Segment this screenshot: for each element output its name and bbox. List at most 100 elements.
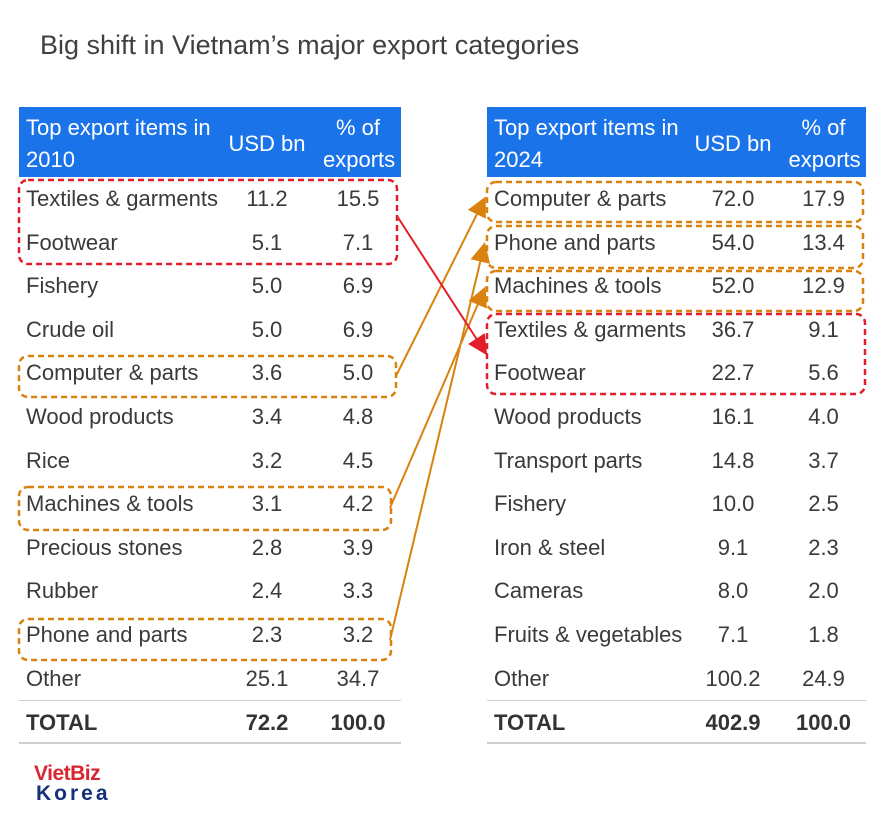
highlight-box-2010-machines [17, 485, 393, 532]
table-row: Fishery 10.0 2.5 [487, 482, 866, 526]
total-pct: 100.0 [330, 710, 386, 736]
item-name: Textiles & garments [26, 186, 218, 211]
usd-value: 10.0 [711, 491, 755, 517]
table-row: Phone and parts 2.3 3.2 [19, 613, 401, 657]
pct-value: 24.9 [802, 665, 845, 691]
pct-value: 3.9 [342, 534, 374, 560]
usd-value: 9.1 [717, 534, 749, 560]
header-pct: % of exports [323, 115, 396, 172]
usd-value: 2.4 [251, 578, 283, 604]
pct-value: 4.8 [342, 403, 374, 429]
vietbiz-korea-logo: VietBiz Korea [34, 762, 144, 806]
usd-value: 5.0 [251, 273, 283, 299]
pct-value: 4.0 [808, 403, 839, 429]
header-pct: % of exports [788, 115, 861, 172]
usd-value: 100.2 [705, 665, 761, 691]
pct-value: 2.0 [808, 578, 839, 604]
usd-value: 11.2 [246, 186, 288, 211]
item-name: Fruits & vegetables [494, 621, 683, 647]
highlight-box-2024-textiles-footwear [485, 312, 867, 396]
item-name: Iron & steel [494, 534, 606, 560]
item-name: Fishery [494, 491, 567, 517]
pct-value: 13.4 [802, 229, 845, 255]
arrow-computer [395, 196, 486, 377]
item-name: Wood products [494, 403, 642, 429]
table-2010: Top export items in 2010 USD bn % of exp… [19, 107, 401, 745]
total-usd: 402.9 [705, 710, 761, 736]
item-name: Rice [26, 447, 71, 473]
total-label: TOTAL [26, 710, 98, 736]
table-row: Fruits & vegetables 7.1 1.8 [487, 613, 866, 657]
table-row: Other 100.2 24.9 [487, 657, 866, 701]
arrow-machines [389, 286, 487, 509]
pct-value: 1.8 [808, 621, 839, 647]
pct-value: 9.1 [808, 316, 839, 342]
item-name: Other [494, 665, 550, 691]
table-header: Top export items in 2024 USD bn % of exp… [487, 107, 866, 177]
item-name: Footwear [494, 360, 586, 386]
usd-value: 2.8 [251, 534, 283, 560]
item-name: Phone and parts [26, 621, 188, 647]
highlight-box-2010-computer [17, 354, 398, 399]
logo-line2: Korea [36, 782, 111, 805]
arrow-textiles [396, 215, 488, 356]
table-row: Iron & steel 9.1 2.3 [487, 526, 866, 570]
table-row: Fishery 5.0 6.9 [19, 264, 401, 308]
total-pct: 100.0 [795, 710, 852, 736]
header-usd: USD bn [228, 131, 306, 156]
highlight-box-2010-textiles-footwear [17, 178, 399, 266]
item-name: Machines & tools [26, 491, 194, 517]
table-row: Phone and parts 54.0 13.4 [487, 221, 866, 265]
table-row: Rice 3.2 4.5 [19, 439, 401, 483]
table-row: Machines & tools 3.1 4.2 [19, 482, 401, 526]
highlight-box-2010-phone [17, 617, 393, 662]
item-name: Phone and parts [494, 229, 656, 255]
usd-value: 8.0 [717, 578, 749, 604]
item-name: Cameras [494, 578, 584, 604]
arrow-phone [389, 242, 491, 641]
pct-value: 2.3 [808, 534, 839, 560]
table-row: Rubber 2.4 3.3 [19, 569, 401, 613]
usd-value: 36.7 [711, 316, 755, 342]
usd-value: 16.1 [711, 403, 755, 429]
logo-line1: VietBiz [34, 762, 101, 785]
usd-value: 5.1 [251, 229, 283, 255]
usd-value: 52.0 [711, 273, 755, 299]
usd-value: 2.3 [251, 621, 283, 647]
usd-value: 3.4 [251, 403, 283, 429]
item-name: Fishery [26, 273, 99, 299]
item-name: Crude oil [26, 316, 115, 342]
pct-value: 34.7 [336, 665, 380, 691]
table-row: Wood products 16.1 4.0 [487, 395, 866, 439]
header-items: Top export items in 2024 [494, 115, 679, 172]
usd-value: 3.2 [251, 447, 283, 473]
highlight-box-2024-phone [485, 224, 865, 270]
table-header: Top export items in 2010 USD bn % of exp… [19, 107, 401, 177]
pct-value: 7.1 [342, 229, 374, 255]
header-usd: USD bn [694, 131, 772, 156]
usd-value: 7.1 [717, 621, 749, 647]
pct-value: 6.9 [342, 316, 374, 342]
table-row: Wood products 3.4 4.8 [19, 395, 401, 439]
table-row: Machines & tools 52.0 12.9 [487, 264, 866, 308]
pct-value: 12.9 [802, 273, 845, 299]
table-row: Computer & parts 3.6 5.0 [19, 351, 401, 395]
pct-value: 2.5 [808, 491, 839, 517]
pct-value: 4.2 [342, 491, 374, 517]
usd-value: 3.1 [251, 491, 283, 517]
usd-value: 25.1 [245, 665, 289, 691]
usd-value: 54.0 [711, 229, 755, 255]
table-row: Textiles & garments 11.2 15.5 [19, 177, 401, 221]
pct-value: 4.5 [342, 447, 374, 473]
table-row: Precious stones 2.8 3.9 [19, 526, 401, 570]
table-2024: Top export items in 2024 USD bn % of exp… [487, 107, 866, 745]
pct-value: 15.5 [336, 186, 380, 211]
table-row: Footwear 22.7 5.6 [487, 351, 866, 395]
item-name: Rubber [26, 578, 99, 604]
page-title: Big shift in Vietnam’s major export cate… [40, 30, 580, 60]
pct-value: 17.9 [802, 186, 845, 211]
item-name: Transport parts [494, 447, 643, 473]
item-name: Computer & parts [494, 186, 667, 211]
pct-value: 3.2 [342, 621, 374, 647]
item-name: Computer & parts [26, 360, 199, 386]
